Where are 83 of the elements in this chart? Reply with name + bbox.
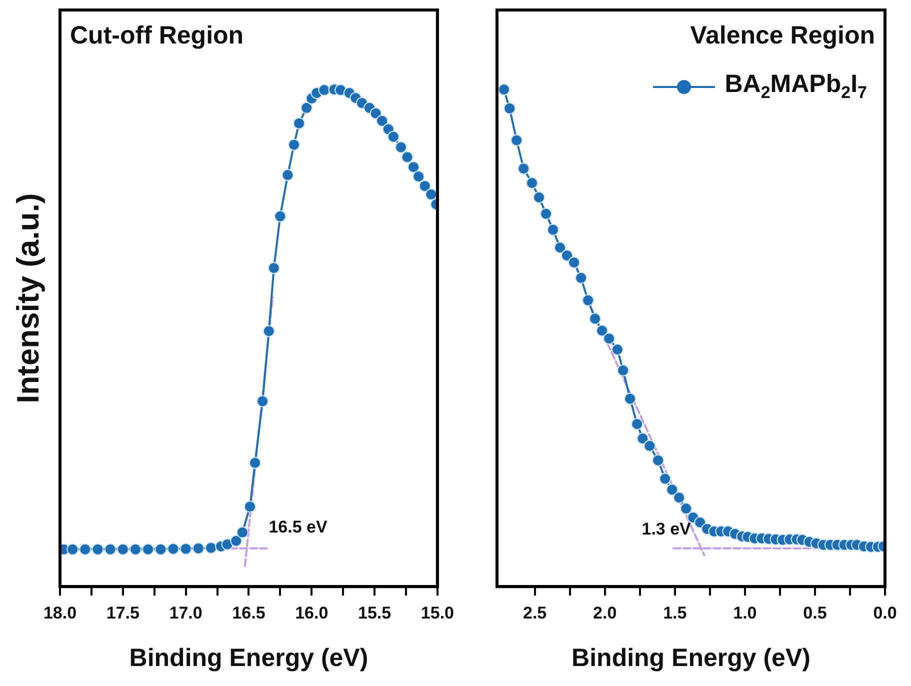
- point: [300, 102, 313, 114]
- x-tick-label: 18.0: [43, 603, 77, 622]
- chart-title: Valence Region: [690, 21, 875, 50]
- point: [561, 250, 574, 262]
- point: [547, 224, 560, 236]
- x-tick-label: 17.5: [106, 603, 140, 622]
- point: [167, 542, 180, 555]
- x-tick-label: 16.5: [232, 603, 266, 622]
- point: [66, 543, 79, 556]
- point: [533, 191, 546, 204]
- point: [596, 324, 608, 337]
- annotation: 16.5 eV: [268, 517, 328, 536]
- point: [518, 162, 530, 175]
- point: [617, 364, 630, 376]
- point: [575, 272, 588, 284]
- point: [180, 542, 192, 555]
- point: [418, 180, 431, 192]
- point: [293, 117, 306, 130]
- point: [230, 534, 242, 547]
- point: [636, 432, 649, 444]
- point: [154, 543, 167, 556]
- x-tick-label: 15.0: [420, 603, 454, 622]
- annotation: 1.3 eV: [642, 519, 692, 538]
- point: [142, 543, 154, 556]
- point: [680, 502, 692, 515]
- point: [652, 454, 664, 466]
- point: [236, 526, 248, 538]
- point: [510, 134, 523, 146]
- x-tick-label: 16.0: [295, 603, 328, 622]
- point: [268, 262, 280, 274]
- point: [204, 542, 217, 554]
- point: [540, 208, 552, 220]
- point: [603, 332, 616, 345]
- point: [387, 130, 400, 143]
- point: [504, 102, 516, 114]
- point: [244, 500, 256, 513]
- point: [249, 456, 262, 469]
- point: [282, 169, 294, 182]
- point: [582, 294, 594, 306]
- point: [262, 325, 275, 338]
- point: [376, 114, 388, 127]
- point: [666, 484, 678, 496]
- point: [79, 543, 92, 556]
- point: [129, 543, 142, 556]
- point: [589, 312, 602, 325]
- point: [274, 210, 286, 222]
- x-tick-label: 0.5: [803, 603, 827, 622]
- chart-title: Cut-off Region: [70, 21, 244, 50]
- x-axis-title: Binding Energy (eV): [572, 644, 810, 672]
- point: [92, 543, 104, 556]
- legend-label: BA$_{2}$MAPb$_{2}$I$_{7}$: [724, 70, 867, 103]
- point: [256, 395, 269, 408]
- point: [401, 151, 414, 164]
- point: [408, 161, 420, 174]
- y-axis-title: Intensity (a.u.): [10, 193, 46, 404]
- point: [192, 542, 204, 554]
- point: [644, 440, 656, 452]
- point: [659, 472, 672, 485]
- point: [568, 256, 580, 269]
- point: [318, 84, 330, 96]
- point: [116, 543, 129, 556]
- point: [370, 107, 382, 120]
- point: [288, 138, 300, 151]
- x-tick-label: 0.0: [873, 603, 897, 622]
- point: [498, 84, 510, 96]
- x-axis-title: Binding Energy (eV): [129, 644, 368, 672]
- x-tick-label: 17.0: [169, 603, 202, 622]
- point: [104, 543, 116, 556]
- point: [673, 492, 686, 504]
- point: [526, 176, 538, 189]
- x-tick-label: 15.5: [358, 603, 392, 622]
- x-tick-label: 2.5: [523, 603, 547, 622]
- point: [631, 418, 644, 430]
- point: [624, 392, 636, 405]
- x-tick-label: 2.0: [593, 603, 617, 622]
- point: [394, 141, 407, 154]
- point: [694, 516, 706, 528]
- x-tick-label: 1.0: [733, 603, 757, 622]
- point: [554, 242, 566, 254]
- x-tick-label: 1.5: [663, 603, 687, 622]
- point: [412, 170, 425, 183]
- point: [425, 188, 438, 200]
- point: [611, 344, 624, 356]
